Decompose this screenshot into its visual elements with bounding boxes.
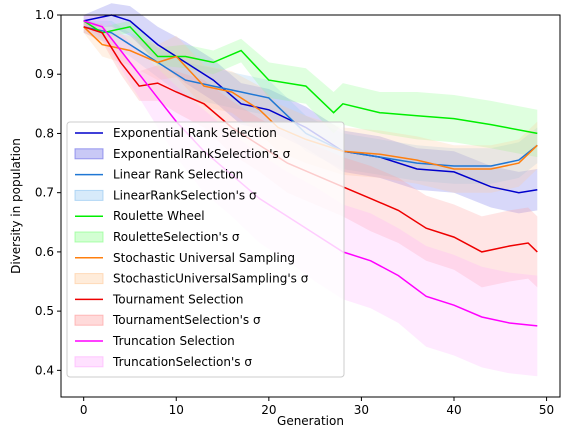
legend-band-swatch <box>74 273 104 285</box>
x-axis-label: Generation <box>277 414 344 428</box>
legend-box <box>66 121 345 378</box>
series-line-3 <box>83 20 538 135</box>
x-tick-label: 40 <box>446 403 461 417</box>
legend-label: Truncation Selection <box>112 334 235 348</box>
y-tick-label: 0.4 <box>35 363 54 377</box>
legend-label: Roulette Wheel <box>113 209 205 223</box>
legend-band-swatch <box>74 231 104 243</box>
legend-band-swatch <box>74 314 104 326</box>
legend-label: TruncationSelection's σ <box>112 355 252 369</box>
legend-label: Linear Rank Selection <box>113 168 243 182</box>
legend-band-swatch <box>74 148 104 160</box>
legend-label: RouletteSelection's σ <box>113 230 240 244</box>
legend: Exponential Rank Selection ExponentialRan… <box>66 121 345 378</box>
y-tick-label: 0.6 <box>35 245 54 259</box>
y-ticks: 0.4 0.5 0.6 0.7 0.8 0.9 1.0 <box>35 8 61 377</box>
y-tick-label: 0.7 <box>35 186 54 200</box>
y-tick-label: 1.0 <box>35 8 54 22</box>
legend-label: ExponentialRankSelection's σ <box>113 147 291 161</box>
sigma-band-3 <box>83 18 538 158</box>
x-ticks: 0 10 20 30 40 50 <box>80 397 554 417</box>
sigma-band-4 <box>83 20 538 193</box>
legend-label: Exponential Rank Selection <box>113 126 277 140</box>
legend-band-swatch <box>74 189 104 201</box>
x-tick-label: 30 <box>354 403 369 417</box>
y-tick-label: 0.5 <box>35 304 54 318</box>
legend-label: LinearRankSelection's σ <box>113 188 257 202</box>
series-line-1 <box>83 14 538 194</box>
x-tick-label: 10 <box>169 403 184 417</box>
series-line-2 <box>83 26 538 167</box>
legend-label: StochasticUniversalSampling's σ <box>113 272 309 286</box>
x-tick-label: 50 <box>539 403 554 417</box>
sigma-band-1 <box>83 3 538 214</box>
x-tick-label: 20 <box>261 403 276 417</box>
plot-frame <box>60 14 561 398</box>
y-axis-label: Diversity in population <box>9 138 23 274</box>
x-tick-label: 0 <box>80 403 88 417</box>
y-tick-label: 0.8 <box>35 126 54 140</box>
legend-label: TournamentSelection's σ <box>112 313 261 327</box>
legend-label: Tournament Selection <box>112 292 243 306</box>
legend-label: Stochastic Universal Sampling <box>113 251 295 265</box>
legend-band-swatch <box>74 356 104 368</box>
y-tick-label: 0.9 <box>35 67 54 81</box>
